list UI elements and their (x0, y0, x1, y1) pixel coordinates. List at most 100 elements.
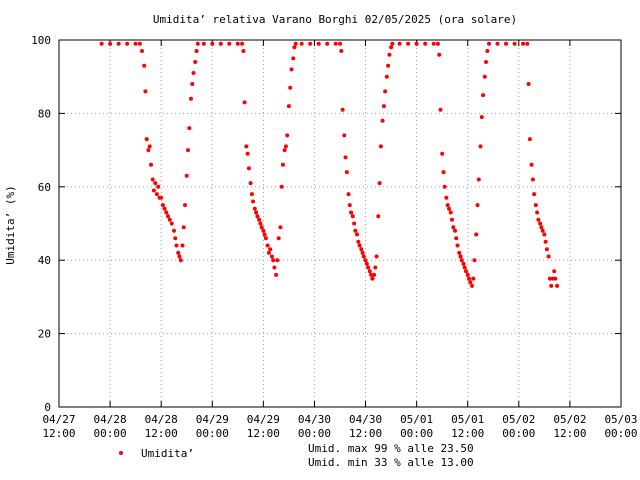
data-point (540, 228, 545, 233)
x-tick-label-time: 12:00 (451, 427, 484, 440)
data-point (283, 144, 288, 149)
y-tick-label: 0 (44, 401, 51, 414)
data-point (447, 206, 451, 211)
data-point (527, 137, 532, 142)
data-point (450, 217, 454, 222)
annotation-max: Umid. max 99 % alle 23.50 (308, 442, 474, 455)
data-point (257, 217, 262, 222)
x-tick-label-date: 04/29 (196, 413, 229, 426)
data-point (162, 206, 167, 211)
y-axis-label: Umidita’ (%) (4, 185, 17, 264)
data-point (349, 210, 354, 215)
data-point (535, 210, 540, 215)
data-point (269, 254, 274, 259)
data-point (470, 283, 474, 288)
data-point (472, 258, 477, 263)
data-point (344, 170, 349, 175)
data-point (533, 203, 538, 208)
data-point (356, 239, 361, 244)
data-point (380, 118, 385, 123)
x-tick-label-date: 05/01 (400, 413, 433, 426)
data-point (555, 283, 560, 288)
data-point (240, 41, 245, 46)
data-point (442, 184, 447, 189)
data-point (108, 41, 113, 46)
data-point (153, 181, 158, 186)
x-tick-label-date: 04/29 (247, 413, 280, 426)
data-point (263, 236, 268, 241)
data-point (99, 41, 104, 46)
data-point (440, 151, 445, 156)
data-point (173, 236, 178, 241)
data-point (445, 203, 450, 208)
data-point (357, 243, 362, 248)
data-point (526, 82, 531, 86)
data-point (474, 232, 479, 237)
data-point (543, 239, 548, 244)
data-point (387, 52, 392, 57)
data-point (539, 225, 544, 230)
y-tick-label: 20 (38, 328, 51, 341)
data-point (525, 41, 530, 46)
data-point (140, 49, 144, 53)
data-point (530, 177, 535, 182)
data-point (458, 254, 463, 259)
data-point (367, 269, 372, 274)
data-point (546, 254, 551, 259)
data-point (376, 214, 381, 219)
data-point (342, 133, 347, 138)
x-tick-label-time: 12:00 (553, 427, 586, 440)
data-point (218, 41, 223, 46)
data-point (252, 206, 257, 211)
data-point (340, 107, 345, 112)
legend-marker (119, 451, 123, 455)
data-point (289, 67, 294, 72)
x-tick-label-time: 12:00 (247, 427, 280, 440)
data-point (278, 225, 283, 230)
data-point (249, 192, 254, 197)
grid (59, 40, 621, 407)
data-series (99, 41, 560, 288)
data-point (465, 272, 470, 277)
data-point (160, 203, 165, 208)
data-point (167, 217, 172, 222)
data-point (444, 195, 449, 200)
data-point (423, 41, 428, 46)
data-point (201, 41, 206, 46)
data-point (258, 221, 263, 226)
data-point (448, 210, 453, 215)
data-point (542, 232, 547, 237)
data-point (293, 41, 298, 46)
x-tick-label-date: 04/30 (298, 413, 331, 426)
data-point (172, 228, 176, 233)
data-point (176, 250, 181, 255)
data-point (361, 254, 366, 259)
data-point (286, 104, 291, 109)
data-point (471, 276, 476, 281)
data-point (532, 192, 537, 197)
data-point (291, 56, 296, 61)
data-point (181, 225, 186, 230)
x-tick-label-date: 04/28 (145, 413, 178, 426)
data-point (355, 232, 359, 237)
data-point (164, 210, 169, 215)
data-point (437, 52, 442, 57)
data-point (461, 261, 466, 266)
x-tick-label-time: 00:00 (400, 427, 433, 440)
data-point (316, 41, 321, 46)
data-point (431, 41, 436, 46)
data-point (137, 41, 142, 46)
data-point (544, 247, 549, 252)
data-point (177, 254, 182, 259)
data-point (552, 269, 557, 274)
x-tick-label-time: 00:00 (94, 427, 127, 440)
data-point (242, 100, 247, 105)
data-point (261, 228, 266, 233)
data-point (397, 41, 402, 46)
data-point (381, 104, 386, 109)
data-point (308, 41, 313, 46)
data-point (363, 258, 368, 263)
data-point (292, 45, 297, 50)
data-point (347, 203, 352, 208)
data-point (227, 41, 232, 46)
